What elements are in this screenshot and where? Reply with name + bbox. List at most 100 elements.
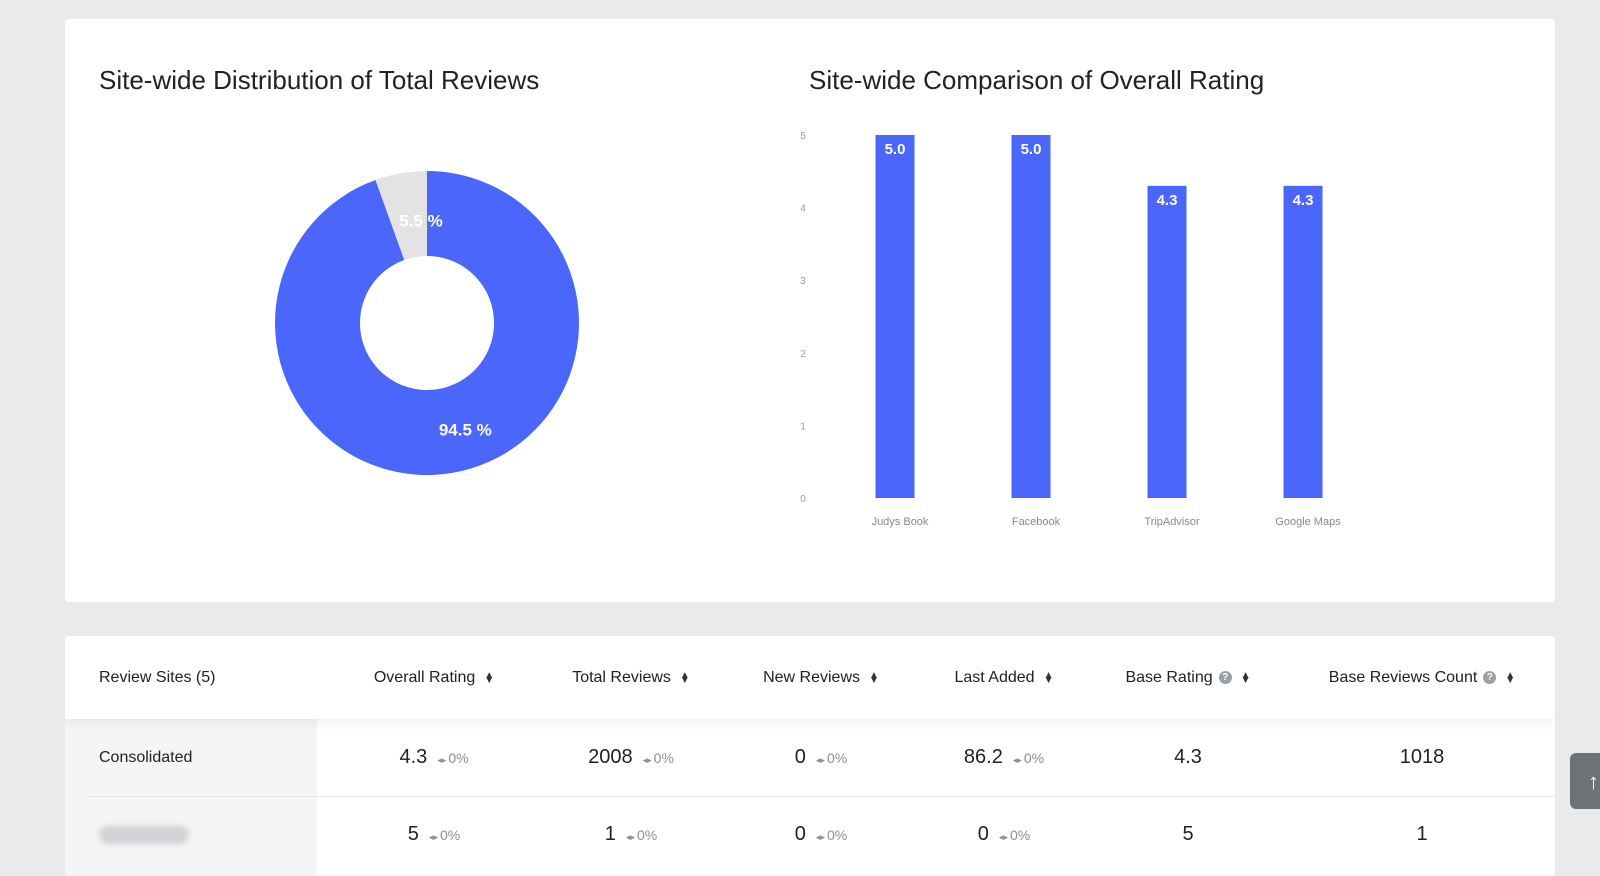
- bar-value-label: 5.0: [885, 141, 906, 158]
- cell-value: 1: [604, 823, 616, 845]
- bar-value-label: 4.3: [1157, 192, 1178, 209]
- column-header-last-added[interactable]: Last Added ▲ ▼: [921, 636, 1087, 719]
- change-arrows-icon: ◂▸: [625, 831, 635, 842]
- donut-label-primary: 94.5 %: [439, 421, 492, 440]
- row-site-name-blurred: [99, 797, 189, 872]
- column-header-label: Review Sites (5): [99, 668, 216, 686]
- sort-icon[interactable]: ▲ ▼: [679, 669, 690, 686]
- change-arrows-icon: ◂▸: [998, 831, 1008, 842]
- bar-chart-title: Site-wide Comparison of Overall Rating: [809, 65, 1265, 95]
- cell-value: 5: [1182, 823, 1194, 845]
- column-header-label: Base Rating: [1125, 668, 1213, 686]
- change-arrows-icon: ◂▸: [815, 754, 825, 765]
- cell-value: 1: [1416, 823, 1428, 845]
- y-tick-label: 5: [800, 131, 806, 142]
- row-site-name: Consolidated: [99, 748, 193, 766]
- bar-value-label: 4.3: [1293, 192, 1314, 209]
- change-value: 0%: [826, 826, 848, 843]
- cell-base-reviews-count: 1018: [1289, 719, 1555, 796]
- column-header-label: New Reviews: [763, 668, 860, 686]
- change-arrows-icon: ◂▸: [815, 831, 825, 842]
- change-indicator: ◂▸ 0%: [999, 827, 1030, 843]
- cell-value: 0: [794, 823, 806, 845]
- change-value: 0%: [1009, 826, 1031, 843]
- column-header-overall-rating[interactable]: Overall Rating ▲ ▼: [327, 636, 541, 719]
- column-header-base-rating[interactable]: Base Rating ? ▲ ▼: [1087, 636, 1289, 719]
- change-value: 0%: [439, 826, 461, 843]
- change-arrows-icon: ◂▸: [1012, 754, 1022, 765]
- column-header-base-reviews-count[interactable]: Base Reviews Count ? ▲ ▼: [1289, 636, 1555, 719]
- donut-chart: 94.5 % 5.5 %: [275, 171, 580, 475]
- change-value: 0%: [448, 749, 469, 766]
- bar-tripadvisor[interactable]: [1147, 185, 1187, 498]
- cell-total-reviews: 1 ◂▸ 0%: [541, 797, 721, 872]
- donut-slice-other[interactable]: [375, 171, 427, 260]
- cell-base-reviews-count: 1: [1289, 797, 1555, 872]
- cell-overall-rating: 4.3 ◂▸ 0%: [327, 719, 541, 796]
- cell-value: 2008: [588, 746, 633, 768]
- change-value: 0%: [653, 749, 674, 766]
- sort-icon[interactable]: ▲ ▼: [484, 669, 495, 686]
- x-tick-label: Judys Book: [872, 516, 929, 528]
- y-tick-label: 0: [800, 494, 806, 505]
- table-header: Review Sites (5) Overall Rating ▲ ▼ Total…: [65, 636, 1555, 719]
- cell-value: 0: [977, 823, 989, 845]
- change-indicator: ◂▸ 0%: [437, 750, 468, 766]
- cell-value: 5: [407, 823, 419, 845]
- bar-judys-book[interactable]: [875, 135, 915, 498]
- cell-last-added: 86.2 ◂▸ 0%: [921, 719, 1087, 796]
- x-tick-label: Facebook: [1012, 516, 1061, 528]
- column-header-label: Last Added: [954, 668, 1035, 686]
- side-panel-tab[interactable]: ↑: [1570, 753, 1600, 809]
- change-arrows-icon: ◂▸: [428, 831, 438, 842]
- change-value: 0%: [636, 826, 658, 843]
- column-header-total-reviews[interactable]: Total Reviews ▲ ▼: [541, 636, 721, 719]
- cell-value: 86.2: [963, 746, 1003, 768]
- change-indicator: ◂▸ 0%: [429, 827, 460, 843]
- y-tick-label: 3: [800, 276, 806, 287]
- bar-facebook[interactable]: [1011, 135, 1051, 498]
- cell-new-reviews: 0 ◂▸ 0%: [721, 719, 921, 796]
- x-tick-label: Google Maps: [1275, 516, 1341, 528]
- row-divider: [87, 796, 1555, 797]
- cell-value: 0: [794, 746, 806, 768]
- change-indicator: ◂▸ 0%: [626, 827, 657, 843]
- review-sites-table: Review Sites (5) Overall Rating ▲ ▼ Total…: [65, 636, 1555, 876]
- change-value: 0%: [826, 749, 848, 766]
- donut-label-other: 5.5 %: [399, 211, 442, 230]
- x-tick-label: TripAdvisor: [1144, 516, 1200, 528]
- help-icon[interactable]: ?: [1218, 671, 1232, 684]
- change-arrows-icon: ◂▸: [642, 754, 652, 765]
- change-indicator: ◂▸ 0%: [643, 750, 674, 766]
- bar-chart: 0 1 2 3 4 5 5.0 Judys Book 5.0 Facebook 4.3 TripAdv…: [800, 131, 1341, 528]
- cell-value: 1018: [1399, 746, 1445, 768]
- column-header-label: Base Reviews Count: [1328, 668, 1478, 686]
- sort-icon[interactable]: ▲ ▼: [1240, 669, 1251, 686]
- y-tick-label: 2: [800, 349, 806, 360]
- sort-icon[interactable]: ▲ ▼: [1043, 669, 1054, 686]
- cell-new-reviews: 0 ◂▸ 0%: [721, 797, 921, 872]
- donut-slice-primary[interactable]: [275, 171, 580, 475]
- cell-value: 4.3: [399, 746, 428, 768]
- help-icon[interactable]: ?: [1483, 671, 1497, 684]
- bar-google-maps[interactable]: [1283, 185, 1323, 498]
- y-tick-label: 1: [800, 421, 806, 432]
- bar-value-label: 5.0: [1021, 141, 1042, 158]
- change-value: 0%: [1023, 749, 1045, 766]
- change-indicator: ◂▸ 0%: [816, 750, 847, 766]
- change-arrows-icon: ◂▸: [437, 754, 447, 765]
- column-header-review-sites: Review Sites (5): [99, 636, 299, 719]
- column-header-new-reviews[interactable]: New Reviews ▲ ▼: [721, 636, 921, 719]
- sort-icon[interactable]: ▲ ▼: [869, 669, 879, 686]
- blurred-site-name: [99, 825, 189, 844]
- cell-value: 4.3: [1174, 746, 1202, 768]
- cell-total-reviews: 2008 ◂▸ 0%: [541, 719, 721, 796]
- sort-icon[interactable]: ▲ ▼: [1505, 669, 1516, 686]
- y-tick-label: 4: [800, 204, 806, 215]
- cell-base-rating: 5: [1087, 797, 1289, 872]
- change-indicator: ◂▸ 0%: [816, 827, 847, 843]
- cell-base-rating: 4.3: [1087, 719, 1289, 796]
- cell-last-added: 0 ◂▸ 0%: [921, 797, 1087, 872]
- column-header-label: Total Reviews: [572, 668, 671, 686]
- column-header-label: Overall Rating: [373, 668, 476, 686]
